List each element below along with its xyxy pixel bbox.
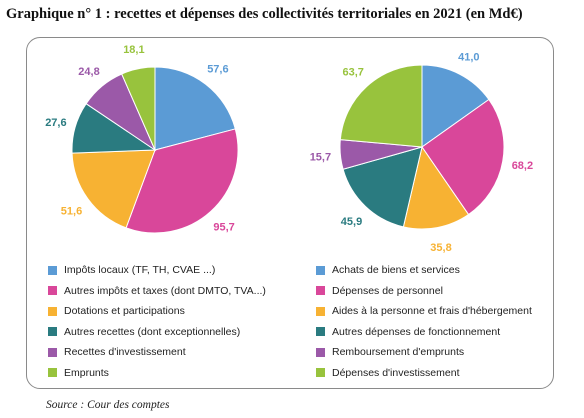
legend-swatch	[48, 347, 57, 357]
legend-swatch	[316, 286, 325, 295]
legend-label: Recettes d'investissement	[64, 346, 186, 358]
chart-panel	[26, 37, 554, 389]
legend-label: Impôts locaux (TF, TH, CVAE ...)	[64, 264, 216, 276]
pie-recettes-label-green: 18,1	[123, 44, 144, 56]
legend-label: Dépenses d'investissement	[332, 366, 460, 379]
pie-depenses-label-orange: 35,8	[430, 242, 451, 254]
pie-recettes-label-blue: 57,6	[207, 63, 228, 75]
legend-swatch	[316, 347, 325, 357]
chart-title: Graphique n° 1 : recettes et dépenses de…	[6, 6, 523, 22]
pie-depenses-slice-blue	[421, 64, 490, 148]
legend-label: Remboursement d'emprunts	[332, 346, 465, 358]
legend-swatch	[316, 265, 325, 275]
legend-label: Autres recettes (dont exceptionnelles)	[64, 325, 241, 338]
legend-item-depenses-investissement: Dépenses d'investissement	[316, 367, 460, 379]
legend-label: Dépenses de personnel	[332, 284, 443, 297]
pie-recettes-label-magenta: 95,7	[213, 221, 234, 233]
pie-depenses-slice-magenta	[421, 98, 505, 216]
legend-item-aides: Aides à la personne et frais d'hébergeme…	[316, 305, 532, 317]
pie-depenses-slice-green	[339, 64, 423, 148]
pie-depenses-label-purple: 15,7	[310, 151, 331, 163]
legend-label: Dotations et participations	[64, 305, 185, 317]
legend-item-autres-depenses: Autres dépenses de fonctionnement	[316, 326, 500, 338]
pie-depenses-label-magenta: 68,2	[512, 160, 533, 172]
legend-swatch	[48, 286, 57, 295]
legend-swatch	[316, 306, 325, 316]
pie-depenses-label-green: 63,7	[342, 67, 363, 79]
legend-label: Autres impôts et taxes (dont DMTO, TVA..…	[64, 284, 266, 297]
legend-swatch	[316, 327, 325, 336]
legend-item-autres-impots: Autres impôts et taxes (dont DMTO, TVA..…	[48, 285, 266, 297]
legend-item-personnel: Dépenses de personnel	[316, 285, 443, 297]
pie-depenses-slice-orange	[402, 145, 470, 230]
source-note: Source : Cour des comptes	[46, 399, 170, 411]
pie-recettes-slice-green	[121, 66, 156, 151]
pie-recettes-slice-blue	[154, 66, 236, 151]
pie-recettes-label-teal: 27,6	[45, 117, 66, 129]
legend-swatch	[48, 368, 57, 377]
pie-depenses-label-blue: 41,0	[458, 51, 479, 63]
legend-item-impots-locaux: Impôts locaux (TF, TH, CVAE ...)	[48, 264, 215, 276]
legend-label: Achats de biens et services	[332, 264, 460, 276]
legend-label: Aides à la personne et frais d'hébergeme…	[332, 305, 532, 317]
legend-label: Autres dépenses de fonctionnement	[332, 325, 501, 338]
legend-swatch	[48, 265, 57, 275]
legend-item-dotations: Dotations et participations	[48, 305, 185, 317]
legend-item-autres-recettes: Autres recettes (dont exceptionnelles)	[48, 326, 240, 338]
legend-swatch	[316, 368, 325, 377]
legend-swatch	[48, 327, 57, 336]
pie-depenses-slice-teal	[342, 146, 423, 228]
pie-recettes-slice-orange	[71, 149, 156, 229]
pie-recettes-slice-magenta	[125, 128, 239, 234]
pie-recettes-label-purple: 24,8	[78, 66, 99, 78]
legend-item-emprunts: Emprunts	[48, 367, 109, 379]
legend-swatch	[48, 306, 57, 316]
legend-item-achats: Achats de biens et services	[316, 264, 460, 276]
pie-recettes-label-orange: 51,6	[61, 205, 82, 217]
legend-label: Emprunts	[64, 366, 109, 379]
legend-item-recettes-investissement: Recettes d'investissement	[48, 346, 186, 358]
legend-item-remboursement: Remboursement d'emprunts	[316, 346, 464, 358]
pie-depenses-label-teal: 45,9	[341, 216, 362, 228]
